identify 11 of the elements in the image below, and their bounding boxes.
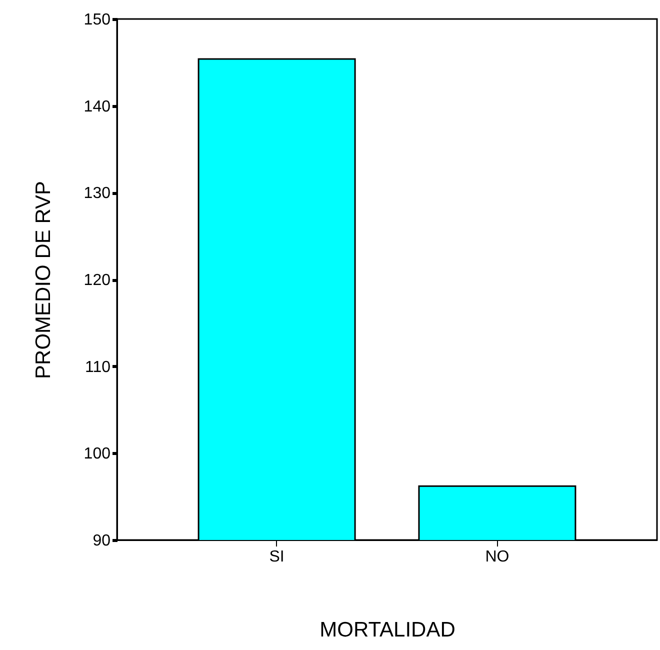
- y-tick-label: 120: [84, 272, 111, 289]
- y-axis-title: PROMEDIO DE RVP: [32, 181, 55, 379]
- y-tick-label: 100: [84, 446, 111, 463]
- y-tick-label: 150: [84, 12, 111, 28]
- x-tick-label: SI: [269, 548, 284, 566]
- y-tick-label: 140: [84, 98, 111, 116]
- y-tick-label: 90: [92, 532, 111, 550]
- x-tick-label: NO: [485, 548, 510, 566]
- x-axis-title: MORTALIDAD: [320, 618, 456, 642]
- y-tick-label: 130: [84, 185, 111, 202]
- y-tick-label: 110: [84, 358, 111, 376]
